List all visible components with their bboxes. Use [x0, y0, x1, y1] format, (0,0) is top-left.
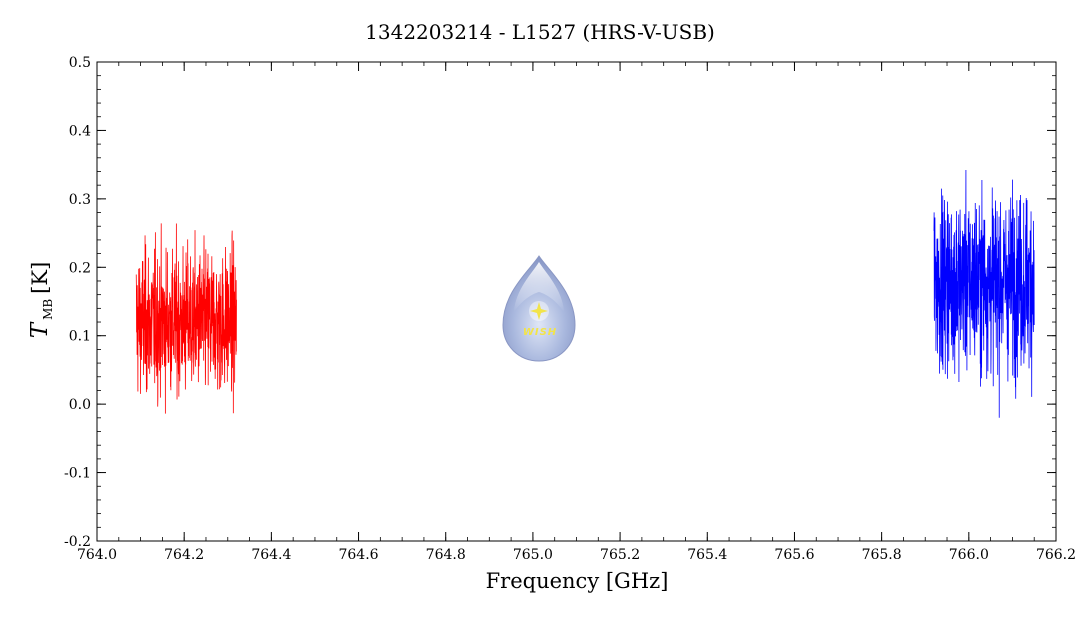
plot-frame [96, 61, 1057, 542]
y-tick-label: -0.2 [64, 534, 91, 550]
y-axis-label-main: T [27, 321, 53, 338]
x-tick-label: 765.6 [774, 547, 814, 563]
y-tick-label: 0.2 [69, 260, 91, 276]
x-tick-label: 764.8 [426, 547, 466, 563]
y-tick-label: 0.1 [69, 329, 91, 345]
x-axis-label: Frequency [GHz] [486, 569, 669, 593]
series-layer [135, 169, 1035, 418]
y-axis-label-sub: MB [41, 299, 55, 320]
x-tick-label: 766.2 [1036, 547, 1076, 563]
x-tick-label: 765.2 [600, 547, 640, 563]
x-tick-label: 764.4 [251, 547, 291, 563]
x-tick-label: 764.6 [338, 547, 378, 563]
logo-text: WISH [523, 327, 557, 338]
x-tick-label: 766.0 [949, 547, 989, 563]
y-tick-label: 0.0 [69, 397, 91, 413]
y-tick-label: -0.1 [64, 466, 91, 482]
chart-title: 1342203214 - L1527 (HRS-V-USB) [365, 20, 715, 44]
x-tick-label: 765.4 [687, 547, 727, 563]
y-tick-label: 0.4 [69, 123, 91, 139]
spectrum-series-2 [933, 169, 1035, 418]
x-tick-label: 765.0 [513, 547, 553, 563]
y-tick-label: 0.5 [69, 55, 91, 71]
wish-logo: WISH [502, 255, 576, 362]
y-axis-label-unit: [K] [28, 262, 52, 294]
x-tick-label: 764.2 [164, 547, 204, 563]
spectrum-series-1 [135, 223, 237, 414]
tick-layer: 764.0 764.2 764.4 764.6 764.8 765.0 765.2 765.4… [64, 55, 1076, 563]
y-tick-label: 0.3 [69, 192, 91, 208]
x-tick-label: 764.0 [77, 547, 117, 563]
x-tick-label: 765.8 [862, 547, 902, 563]
y-axis-label: TMB [K] [27, 262, 55, 339]
svg-text:TMB[K]: TMB [K] [27, 262, 55, 339]
